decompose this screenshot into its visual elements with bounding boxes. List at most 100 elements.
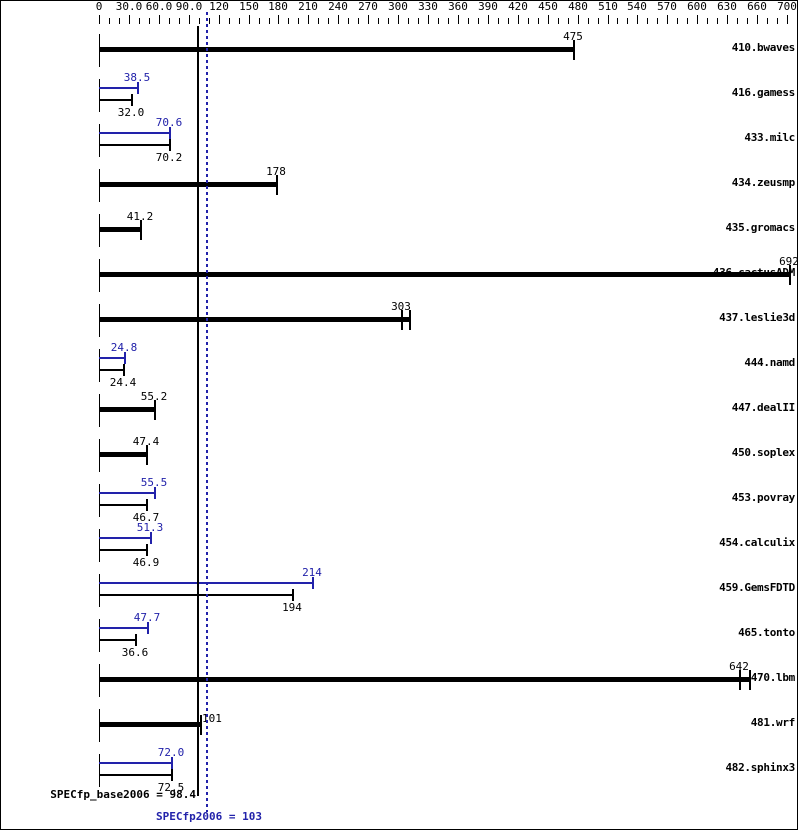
- axis-tick-major: [308, 15, 309, 24]
- x-axis: 0 30.0 60.0 90.0 120 150 180 210 240 270 300 330 360…: [0, 0, 799, 26]
- benchmark-row: 482.sphinx3 72.0 72.5: [0, 746, 799, 793]
- benchmark-cap-base: [146, 499, 148, 511]
- axis-tick-minor: [418, 18, 419, 24]
- axis-tick-label: 120: [209, 0, 229, 13]
- benchmark-label: 447.dealII: [731, 401, 796, 414]
- benchmark-label: 416.gamess: [731, 86, 796, 99]
- specfp-peak-summary: SPECfp2006 = 103: [156, 810, 262, 823]
- benchmark-cap-base: [123, 364, 125, 376]
- axis-tick-label: 0: [95, 0, 103, 13]
- axis-tick-major: [458, 15, 459, 24]
- axis-tick-major: [578, 15, 579, 24]
- benchmark-label: 482.sphinx3: [725, 761, 795, 774]
- benchmark-cap-base: [171, 769, 173, 781]
- axis-tick-minor: [149, 18, 150, 24]
- benchmark-bar-combined: [99, 677, 749, 682]
- benchmark-cap-peak: [200, 715, 202, 735]
- benchmark-row: 435.gromacs 41.2: [0, 208, 799, 253]
- benchmark-value-base: 36.6: [121, 646, 149, 659]
- benchmark-cap-peak: [140, 220, 142, 240]
- axis-tick-minor: [568, 18, 569, 24]
- axis-tick-minor: [388, 18, 389, 24]
- benchmark-value-combined: 47.4: [132, 435, 160, 448]
- benchmark-value-base: 32.0: [117, 106, 145, 119]
- benchmark-value-peak: 214: [302, 566, 322, 579]
- axis-tick-major: [99, 15, 100, 24]
- axis-tick-minor: [707, 18, 708, 24]
- axis-tick-major: [338, 15, 339, 24]
- axis-tick-major: [757, 15, 758, 24]
- reference-line-peak: [206, 12, 208, 812]
- axis-tick-minor: [558, 18, 559, 24]
- axis-tick-minor: [498, 18, 499, 24]
- benchmark-cap-base: [292, 589, 294, 601]
- axis-tick-label: 660: [747, 0, 767, 13]
- axis-tick-minor: [139, 18, 140, 24]
- row-axis-stub: [99, 754, 100, 787]
- benchmark-cap-peak: [789, 265, 791, 285]
- specfp-base-summary: SPECfp_base2006 = 98.4: [50, 788, 196, 801]
- benchmark-bar-base: [99, 774, 171, 776]
- axis-tick-major: [518, 15, 519, 24]
- axis-tick-minor: [677, 18, 678, 24]
- axis-tick-minor: [209, 18, 210, 24]
- benchmark-value-base: 46.9: [132, 556, 160, 569]
- axis-tick-label: 700: [777, 0, 797, 13]
- row-axis-stub: [99, 484, 100, 517]
- axis-tick-label: 330: [418, 0, 438, 13]
- axis-tick-minor: [229, 18, 230, 24]
- benchmark-value-combined: 101: [202, 712, 222, 725]
- axis-tick-major: [219, 15, 220, 24]
- axis-tick-label: 60.0: [145, 0, 173, 13]
- axis-tick-minor: [358, 18, 359, 24]
- axis-tick-label: 360: [448, 0, 468, 13]
- axis-tick-minor: [717, 18, 718, 24]
- axis-tick-major: [697, 15, 698, 24]
- axis-tick-minor: [298, 18, 299, 24]
- benchmark-label: 481.wrf: [750, 716, 796, 729]
- benchmark-row: 481.wrf 101: [0, 703, 799, 748]
- benchmark-cap-peak: [401, 310, 403, 330]
- axis-tick-major: [159, 15, 160, 24]
- axis-tick-label: 300: [388, 0, 408, 13]
- axis-tick-minor: [588, 18, 589, 24]
- benchmark-cap-base: [135, 634, 137, 646]
- axis-tick-label: 30.0: [115, 0, 143, 13]
- benchmark-bar-peak: [99, 762, 171, 764]
- axis-tick-major: [129, 15, 130, 24]
- axis-tick-minor: [288, 18, 289, 24]
- axis-tick-label: 630: [717, 0, 737, 13]
- benchmark-bar-peak: [99, 357, 124, 359]
- benchmark-cap-base: [169, 139, 171, 151]
- benchmark-bar-combined: [99, 227, 140, 232]
- benchmark-value-combined: 41.2: [126, 210, 154, 223]
- axis-tick-minor: [598, 18, 599, 24]
- axis-tick-minor: [687, 18, 688, 24]
- axis-tick-major: [548, 15, 549, 24]
- benchmark-label: 470.lbm: [750, 671, 796, 684]
- axis-tick-label: 600: [687, 0, 707, 13]
- row-axis-stub: [99, 124, 100, 157]
- axis-tick-minor: [538, 18, 539, 24]
- benchmark-value-base: 70.2: [155, 151, 183, 164]
- axis-tick-minor: [179, 18, 180, 24]
- benchmark-value-peak: 72.0: [157, 746, 185, 759]
- benchmark-label: 410.bwaves: [731, 41, 796, 54]
- benchmark-bar-peak: [99, 537, 150, 539]
- axis-tick-minor: [169, 18, 170, 24]
- benchmark-bar-combined: [99, 452, 146, 457]
- axis-tick-minor: [528, 18, 529, 24]
- benchmark-bar-peak: [99, 492, 154, 494]
- benchmark-label: 444.namd: [744, 356, 795, 369]
- benchmark-value-base: 194: [282, 601, 302, 614]
- benchmark-cap-base: [749, 670, 751, 690]
- benchmark-label: 454.calculix: [719, 536, 795, 549]
- axis-tick-label: 270: [358, 0, 378, 13]
- benchmark-cap-peak: [147, 622, 149, 634]
- benchmark-bar-base: [99, 504, 146, 506]
- row-axis-stub: [99, 619, 100, 652]
- benchmark-label: 453.povray: [731, 491, 796, 504]
- benchmark-value-combined: 178: [266, 165, 286, 178]
- row-axis-stub: [99, 529, 100, 562]
- axis-tick-minor: [448, 18, 449, 24]
